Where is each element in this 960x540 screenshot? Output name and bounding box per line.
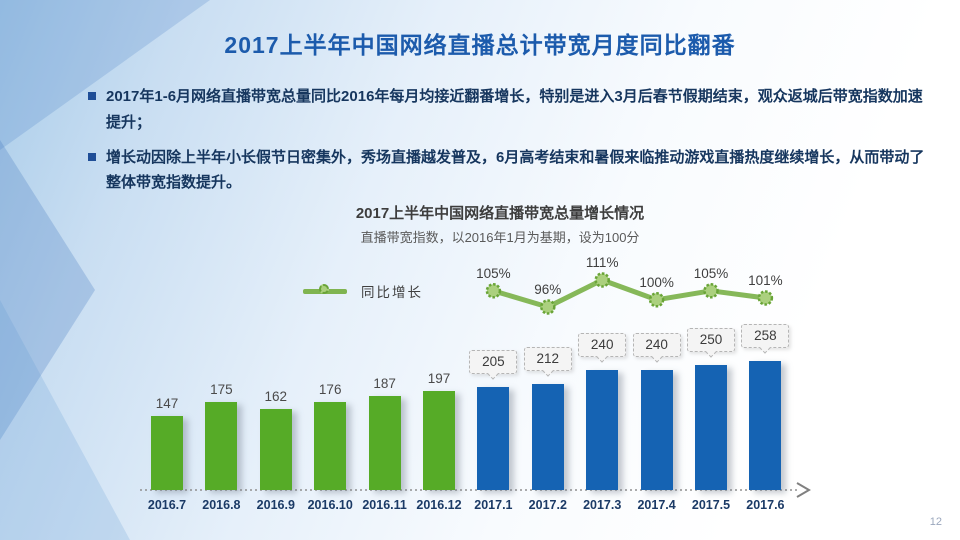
growth-percent-label: 96% xyxy=(534,282,561,297)
bar-2016.8 xyxy=(205,402,238,490)
chart-legend: 同比增长 xyxy=(303,282,423,300)
bar-value-callout: 250 xyxy=(687,328,735,358)
x-axis-label: 2017.1 xyxy=(474,498,513,512)
bar-value-label: 175 xyxy=(210,382,233,397)
growth-line xyxy=(492,277,766,310)
bullet-text: 2017年1-6月网络直播带宽总量同比2016年每月均接近翻番增长，特别是进入3… xyxy=(106,88,923,131)
growth-line-marker-icon xyxy=(703,283,719,299)
bullet-text: 增长动因除上半年小长假节日密集外，秀场直播越发普及，6月高考结束和暑假来临推动游… xyxy=(106,148,925,192)
bar-2016.12 xyxy=(423,391,455,490)
growth-percent-label: 101% xyxy=(748,273,783,288)
bar-value-label: 187 xyxy=(373,376,396,391)
chart-subtitle: 直播带宽指数，以2016年1月为基期，设为100分 xyxy=(360,230,640,245)
bar-2017.5 xyxy=(695,365,727,490)
x-axis-label: 2017.6 xyxy=(746,498,785,512)
callout-tail-icon xyxy=(705,346,717,358)
bullet-list: 2017年1-6月网络直播带宽总量同比2016年每月均接近翻番增长，特别是进入3… xyxy=(88,84,936,205)
bullet-square-icon xyxy=(88,152,96,161)
growth-line-marker-icon xyxy=(648,292,665,308)
growth-percent-label: 105% xyxy=(694,266,729,281)
growth-line-marker-icon xyxy=(594,272,610,288)
x-axis-label: 2016.12 xyxy=(416,498,462,512)
x-axis-label: 2017.2 xyxy=(528,498,567,512)
callout-tail-icon xyxy=(759,342,772,354)
legend-line-marker-icon xyxy=(303,283,347,294)
callout-tail-icon xyxy=(650,351,663,363)
bar-value-callout: 240 xyxy=(578,333,627,363)
bullet-item: 2017年1-6月网络直播带宽总量同比2016年每月均接近翻番增长，特别是进入3… xyxy=(88,84,936,136)
callout-tail-icon xyxy=(542,365,554,377)
growth-line-marker-icon xyxy=(757,290,774,306)
callout-tail-icon xyxy=(596,351,608,363)
growth-line-marker-icon xyxy=(540,299,556,315)
bar-2017.6 xyxy=(749,361,782,490)
bar-2016.9 xyxy=(259,409,292,490)
x-axis-arrow-icon xyxy=(796,482,811,498)
bar-2017.1 xyxy=(477,387,510,490)
chart-title: 2017上半年中国网络直播带宽总量增长情况 xyxy=(355,205,645,222)
bar-value-label: 147 xyxy=(155,396,179,411)
growth-percent-label: 111% xyxy=(586,255,619,270)
growth-line-marker-icon xyxy=(485,283,502,299)
bar-value-label: 176 xyxy=(318,382,342,397)
x-axis-label: 2017.5 xyxy=(691,498,731,512)
x-axis-label: 2016.11 xyxy=(362,498,407,512)
bar-value-label: 162 xyxy=(264,389,288,404)
bar-value-callout: 258 xyxy=(741,324,790,354)
bar-2016.10 xyxy=(314,402,347,490)
bar-value-label: 197 xyxy=(427,371,451,386)
legend-dot-icon xyxy=(319,283,329,294)
x-axis-label: 2017.3 xyxy=(583,498,622,512)
bullet-square-icon xyxy=(88,92,96,100)
bar-2016.7 xyxy=(151,416,183,490)
bar-value-callout: 212 xyxy=(523,347,572,377)
x-axis-label: 2016.9 xyxy=(256,498,295,512)
growth-percent-label: 105% xyxy=(476,266,511,281)
bar-2016.11 xyxy=(368,396,401,490)
x-axis-label: 2017.4 xyxy=(637,498,676,512)
x-axis-label: 2016.7 xyxy=(147,498,187,512)
growth-percent-label: 100% xyxy=(639,275,674,290)
bar-2017.2 xyxy=(531,384,564,490)
legend-label: 同比增长 xyxy=(361,285,423,300)
bar-2017.3 xyxy=(586,370,619,490)
bar-value-callout: 240 xyxy=(632,333,681,363)
x-axis-label: 2016.8 xyxy=(202,498,241,512)
page-number: 12 xyxy=(929,516,942,528)
callout-tail-icon xyxy=(487,368,500,380)
x-axis-label: 2016.10 xyxy=(307,498,353,512)
bar-value-callout: 205 xyxy=(469,350,518,380)
bar-2017.4 xyxy=(640,370,673,490)
slide-title: 2017上半年中国网络直播总计带宽月度同比翻番 xyxy=(224,32,736,58)
bullet-item: 增长动因除上半年小长假节日密集外，秀场直播越发普及，6月高考结束和暑假来临推动游… xyxy=(88,145,936,197)
